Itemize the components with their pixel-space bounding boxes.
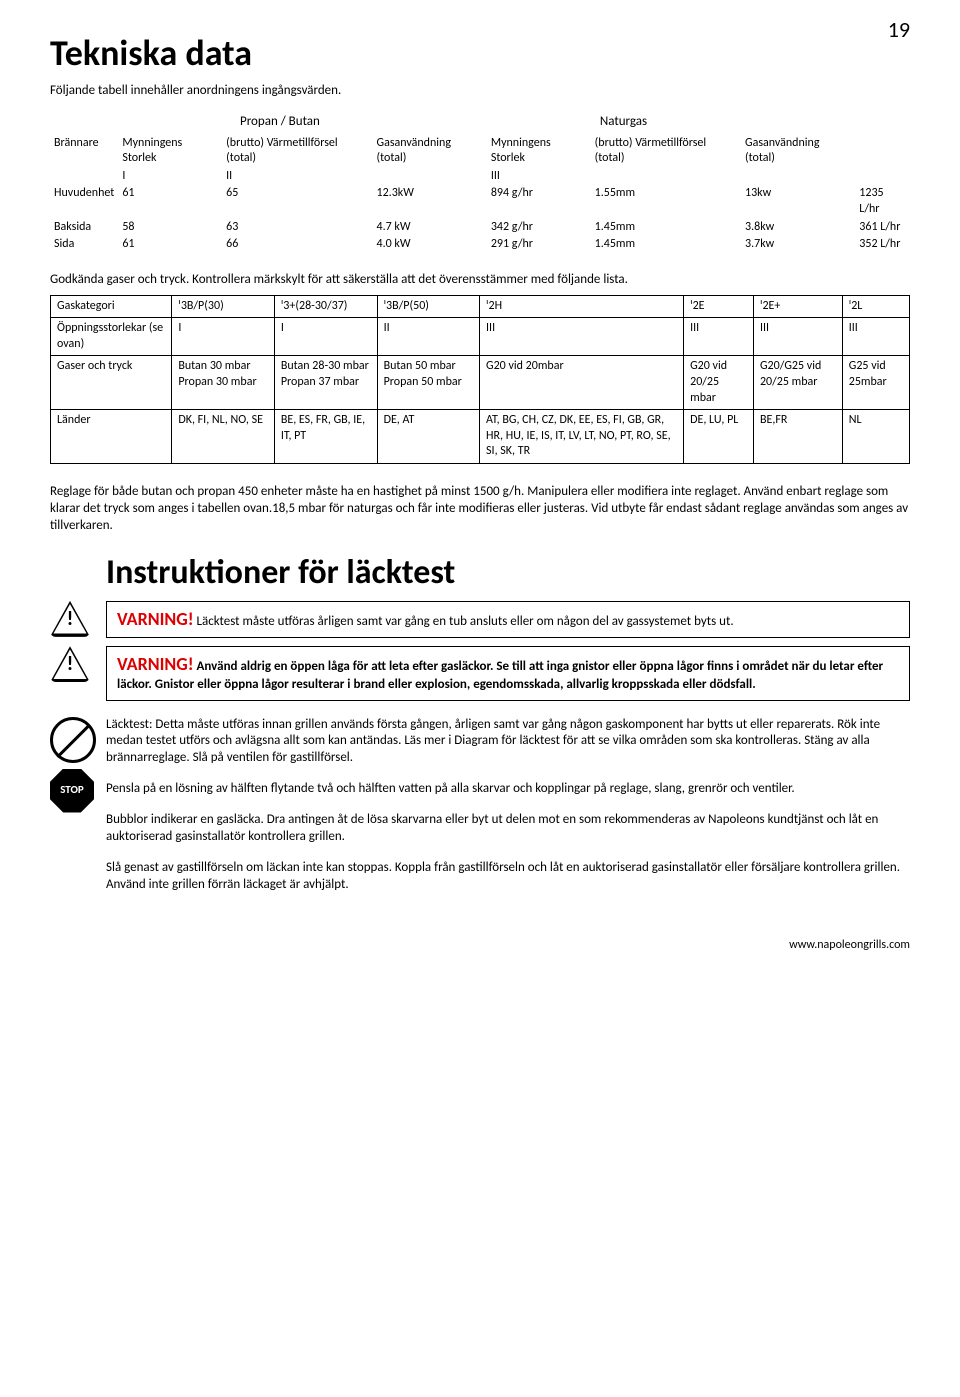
warning-label: VARNING! xyxy=(117,653,194,675)
regulator-note: Reglage för både butan och propan 450 en… xyxy=(50,484,910,535)
warning-label: VARNING! xyxy=(117,608,194,630)
th: III xyxy=(487,168,591,186)
th xyxy=(591,168,741,186)
fuel-headers: Propan / Butan Naturgas xyxy=(50,114,910,131)
th: Brännare xyxy=(50,135,118,168)
warning-box-1: VARNING! Läcktest måste utföras årligen … xyxy=(106,601,910,638)
leaktest-p2: Pensla på en lösning av hälften flytande… xyxy=(106,781,910,798)
gas-category-table: Gaskategoriᴵ3B/P(30)ᴵ3+(28-30/37)ᴵ3B/P(5… xyxy=(50,295,910,464)
th: (brutto) Värmetillförsel (total) xyxy=(222,135,372,168)
footer-url: www.napoleongrills.com xyxy=(50,938,910,954)
leaktest-p4: Slå genast av gastillförseln om läckan i… xyxy=(106,860,910,894)
approved-note: Godkända gaser och tryck. Kontrollera mä… xyxy=(50,272,910,289)
warning-box-2: VARNING! Använd aldrig en öppen låga för… xyxy=(106,646,910,700)
subtitle: Följande tabell innehåller anordningens … xyxy=(50,83,910,100)
no-smoking-icon xyxy=(50,717,96,763)
burner-table: Brännare Mynningens Storlek (brutto) Vär… xyxy=(50,135,910,254)
th: Mynningens Storlek xyxy=(118,135,222,168)
th xyxy=(373,168,487,186)
leaktest-heading: Instruktioner för läcktest xyxy=(106,551,910,595)
th xyxy=(50,168,118,186)
page-number: 19 xyxy=(888,16,910,45)
th: Gasanvändning (total) xyxy=(741,135,855,168)
th: Mynningens Storlek xyxy=(487,135,591,168)
th: II xyxy=(222,168,372,186)
propan-label: Propan / Butan xyxy=(240,114,320,131)
leaktest-p1: Läcktest: Detta måste utföras innan gril… xyxy=(106,717,910,768)
th: (brutto) Värmetillförsel (total) xyxy=(591,135,741,168)
th: I xyxy=(118,168,222,186)
page-title: Tekniska data xyxy=(50,30,910,77)
th xyxy=(741,168,855,186)
th: Gasanvändning (total) xyxy=(373,135,487,168)
warning-icon: ! xyxy=(50,646,94,682)
stop-icon: STOP xyxy=(50,769,94,813)
warning-icon: ! xyxy=(50,601,94,637)
naturgas-label: Naturgas xyxy=(600,114,647,131)
leaktest-p3: Bubblor indikerar en gasläcka. Dra antin… xyxy=(106,812,910,846)
